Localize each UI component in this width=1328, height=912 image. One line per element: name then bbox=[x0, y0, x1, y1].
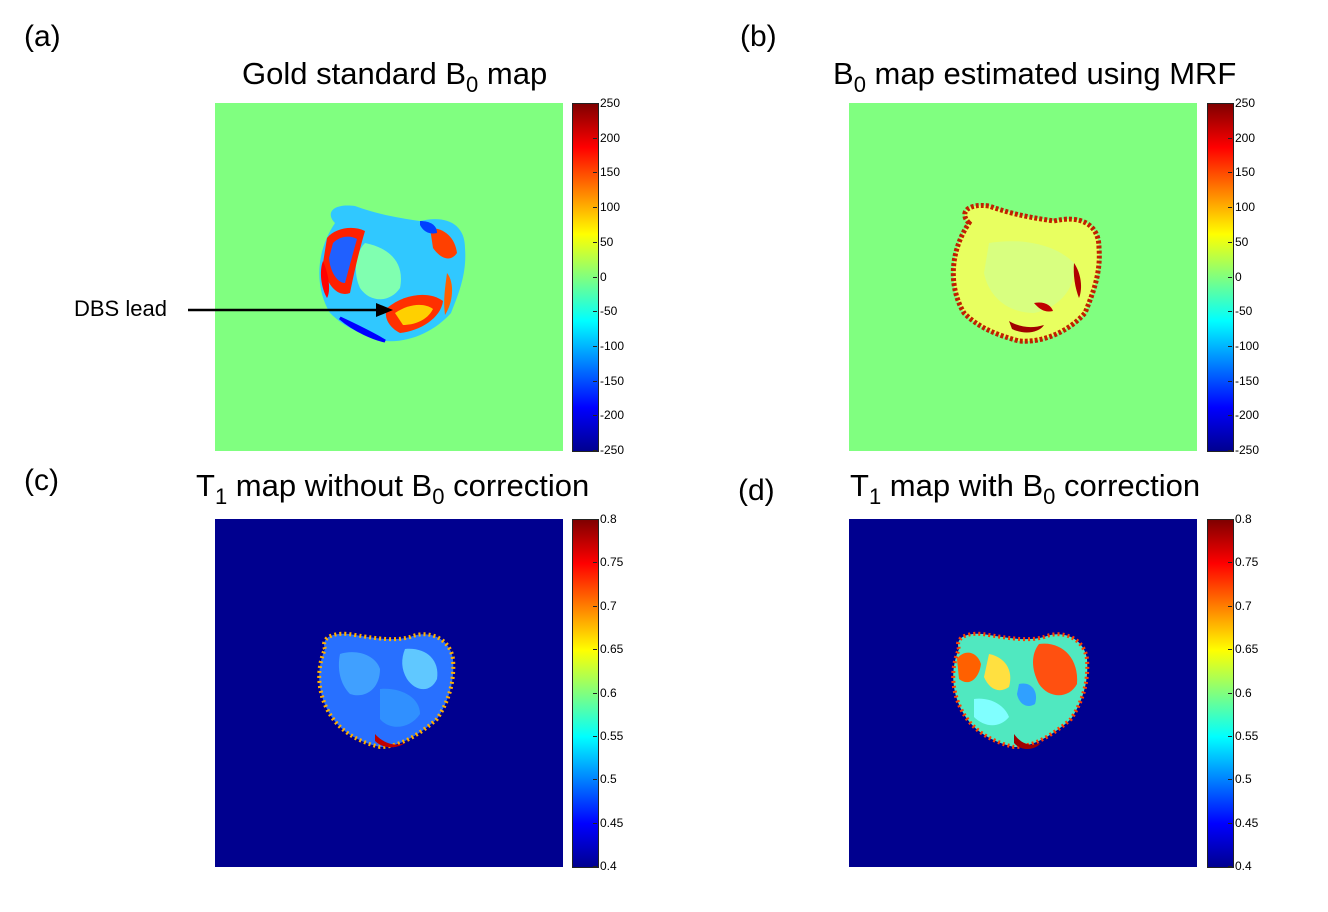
colorbar-tick-mark bbox=[593, 450, 597, 451]
colorbar-tick-label: -100 bbox=[600, 338, 625, 353]
panel-label-d: (d) bbox=[738, 474, 775, 507]
colorbar-tick-mark bbox=[593, 345, 597, 347]
colorbar-tick-mark bbox=[593, 692, 597, 694]
panel-label-c: (c) bbox=[24, 464, 59, 497]
colorbar-tick-mark bbox=[1228, 450, 1232, 451]
colorbar-tick-label: 50 bbox=[1235, 234, 1249, 249]
colorbar-tick-label: 0.8 bbox=[600, 512, 617, 526]
colorbar-tick-mark bbox=[593, 137, 597, 139]
dbs-lead-arrow bbox=[188, 303, 393, 317]
colorbar-c bbox=[572, 519, 599, 868]
colorbar-tick-label: 0.75 bbox=[600, 555, 624, 570]
b0-map-mrf-estimate bbox=[849, 103, 1197, 451]
colorbar-tick-label: 0.65 bbox=[1235, 642, 1259, 657]
colorbar-tick-mark bbox=[593, 241, 597, 243]
colorbar-tick-mark bbox=[1228, 866, 1232, 867]
colorbar-tick-mark bbox=[1228, 735, 1232, 737]
colorbar-tick-label: -250 bbox=[600, 443, 625, 457]
colorbar-tick-mark bbox=[1228, 207, 1232, 209]
colorbar-tick-label: 250 bbox=[1235, 96, 1256, 110]
colorbar-tick-label: 0.45 bbox=[600, 815, 624, 830]
colorbar-tick-mark bbox=[1228, 519, 1232, 520]
colorbar-d bbox=[1207, 519, 1234, 868]
colorbar-tick-mark bbox=[1228, 380, 1232, 382]
colorbar-tick-mark bbox=[1228, 311, 1232, 313]
colorbar-tick-mark bbox=[593, 103, 597, 104]
t1-map-with-correction bbox=[849, 519, 1197, 867]
colorbar-tick-mark bbox=[1228, 137, 1232, 139]
panel-title-a: Gold standard B0 map bbox=[242, 56, 548, 97]
colorbar-tick-label: 0 bbox=[600, 269, 607, 284]
colorbar-tick-mark bbox=[593, 519, 597, 520]
b0-map-gold-standard bbox=[215, 103, 563, 451]
colorbar-tick-label: 200 bbox=[600, 130, 621, 145]
colorbar-tick-label: -150 bbox=[600, 373, 625, 388]
colorbar-tick-label: 200 bbox=[1235, 130, 1256, 145]
colorbar-tick-mark bbox=[593, 605, 597, 607]
colorbar-tick-mark bbox=[593, 649, 597, 651]
colorbar-tick-mark bbox=[593, 866, 597, 867]
colorbar-tick-mark bbox=[1228, 779, 1232, 781]
colorbar-tick-label: -150 bbox=[1235, 373, 1260, 388]
panel-title-c: T1 map without B0 correction bbox=[196, 468, 590, 509]
colorbar-a bbox=[572, 103, 599, 452]
colorbar-tick-label: -200 bbox=[1235, 408, 1260, 423]
colorbar-tick-mark bbox=[1228, 241, 1232, 243]
colorbar-tick-label: -250 bbox=[1235, 443, 1260, 457]
colorbar-tick-label: 0 bbox=[1235, 269, 1242, 284]
colorbar-tick-mark bbox=[1228, 415, 1232, 417]
colorbar-tick-label: 0.7 bbox=[1235, 598, 1252, 613]
colorbar-tick-mark bbox=[593, 172, 597, 174]
colorbar-tick-mark bbox=[1228, 276, 1232, 278]
colorbar-tick-label: 0.45 bbox=[1235, 815, 1259, 830]
colorbar-tick-mark bbox=[1228, 345, 1232, 347]
colorbar-tick-mark bbox=[593, 380, 597, 382]
panel-label-a: (a) bbox=[24, 20, 61, 53]
colorbar-tick-mark bbox=[593, 779, 597, 781]
colorbar-tick-label: 0.8 bbox=[1235, 512, 1252, 526]
panel-title-d: T1 map with B0 correction bbox=[850, 468, 1201, 509]
colorbar-tick-label: 0.65 bbox=[600, 642, 624, 657]
colorbar-tick-mark bbox=[593, 562, 597, 564]
colorbar-tick-mark bbox=[593, 207, 597, 209]
colorbar-tick-mark bbox=[593, 415, 597, 417]
colorbar-b bbox=[1207, 103, 1234, 452]
colorbar-tick-mark bbox=[1228, 103, 1232, 104]
colorbar-tick-mark bbox=[593, 822, 597, 824]
colorbar-tick-mark bbox=[1228, 172, 1232, 174]
colorbar-tick-label: 250 bbox=[600, 96, 621, 110]
colorbar-tick-mark bbox=[1228, 692, 1232, 694]
dbs-lead-label: DBS lead bbox=[74, 296, 167, 321]
colorbar-tick-label: 0.55 bbox=[600, 728, 624, 743]
colorbar-tick-label: 0.7 bbox=[600, 598, 617, 613]
colorbar-tick-label: 100 bbox=[600, 200, 621, 215]
colorbar-tick-label: 0.55 bbox=[1235, 728, 1259, 743]
colorbar-tick-label: -50 bbox=[600, 304, 618, 319]
colorbar-tick-label: 0.4 bbox=[600, 859, 617, 873]
colorbar-tick-label: 0.6 bbox=[1235, 685, 1252, 700]
colorbar-tick-mark bbox=[1228, 605, 1232, 607]
colorbar-tick-label: 0.5 bbox=[1235, 772, 1252, 787]
colorbar-tick-mark bbox=[593, 276, 597, 278]
colorbar-tick-label: 0.75 bbox=[1235, 555, 1259, 570]
colorbar-tick-label: 50 bbox=[600, 234, 614, 249]
colorbar-tick-label: -100 bbox=[1235, 338, 1260, 353]
colorbar-tick-mark bbox=[593, 311, 597, 313]
t1-map-without-correction bbox=[215, 519, 563, 867]
panel-label-b: (b) bbox=[740, 20, 777, 53]
panel-title-b: B0 map estimated using MRF bbox=[833, 56, 1237, 97]
colorbar-tick-label: -200 bbox=[600, 408, 625, 423]
colorbar-tick-label: -50 bbox=[1235, 304, 1253, 319]
colorbar-tick-mark bbox=[1228, 822, 1232, 824]
colorbar-tick-label: 150 bbox=[1235, 165, 1256, 180]
colorbar-tick-mark bbox=[593, 735, 597, 737]
colorbar-tick-label: 150 bbox=[600, 165, 621, 180]
colorbar-tick-mark bbox=[1228, 649, 1232, 651]
colorbar-tick-label: 100 bbox=[1235, 200, 1256, 215]
colorbar-tick-label: 0.4 bbox=[1235, 859, 1252, 873]
colorbar-tick-mark bbox=[1228, 562, 1232, 564]
colorbar-tick-label: 0.5 bbox=[600, 772, 617, 787]
colorbar-tick-label: 0.6 bbox=[600, 685, 617, 700]
